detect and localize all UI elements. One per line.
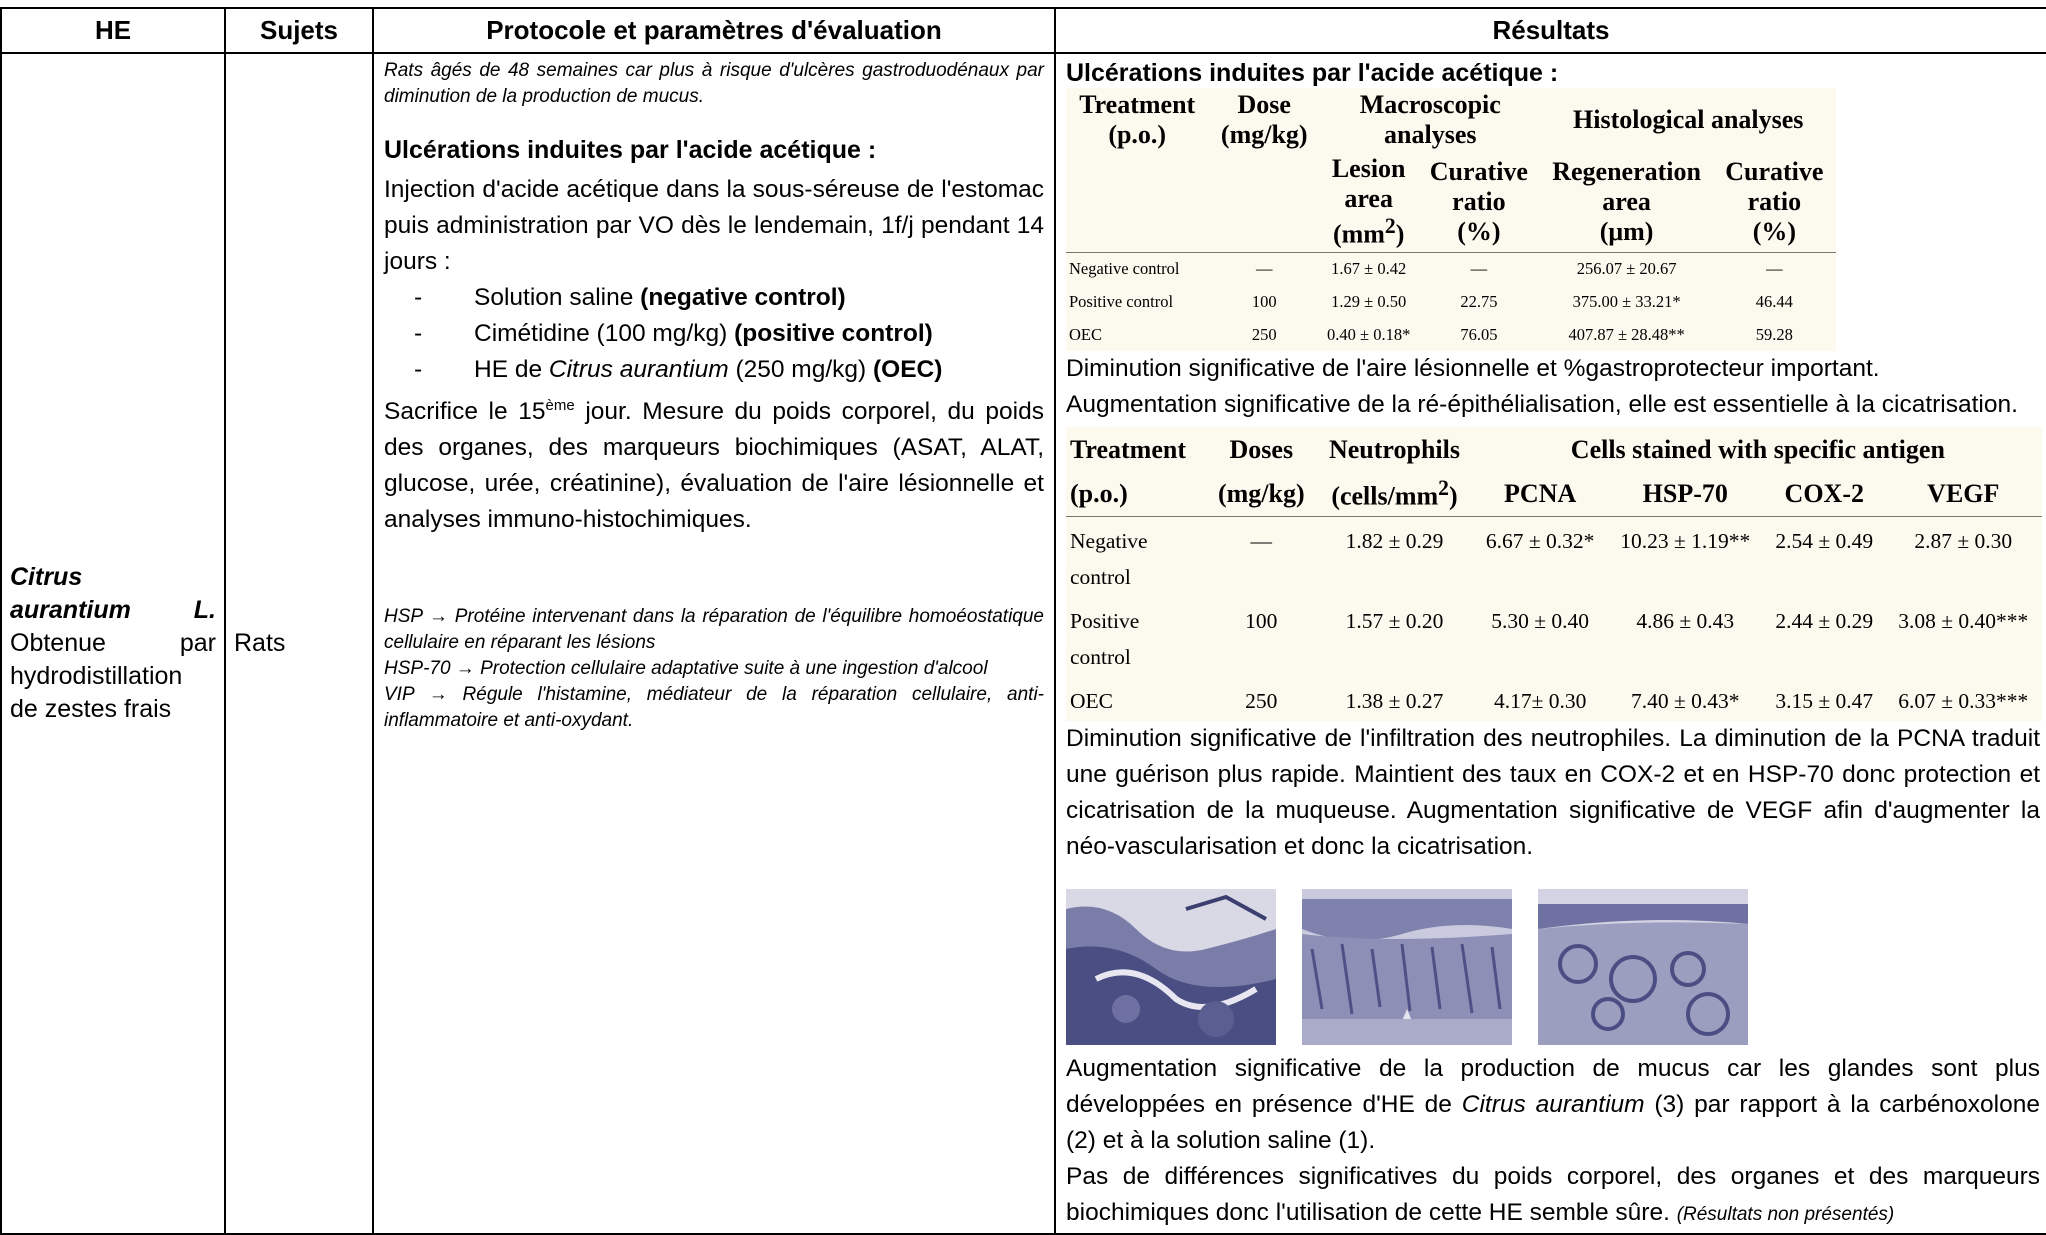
note-vip: VIP → Régule l'histamine, médiateur de l… xyxy=(384,684,1044,732)
t2-h-cells: Cells stained with specific antigen xyxy=(1570,434,1945,464)
protocole-groups: Solution saline (negative control) Cimét… xyxy=(384,280,1044,388)
he-desc-3: hydrodistillation xyxy=(10,661,183,690)
resultats-text-3: Diminution significative de l'infiltrati… xyxy=(1066,724,2040,860)
results-table: HE Sujets Protocole et paramètres d'éval… xyxy=(0,7,2046,1235)
protocole-text-1: Injection d'acide acétique dans la sous-… xyxy=(384,176,1044,275)
table-header-row: HE Sujets Protocole et paramètres d'éval… xyxy=(0,7,2046,54)
he-name-1: Citrus xyxy=(10,562,83,591)
t1-h-lesion: Lesion area (mm2) xyxy=(1320,152,1418,253)
he-name-2: aurantium L. xyxy=(10,595,216,624)
header-sujets: Sujets xyxy=(224,7,374,54)
note-hsp70: HSP-70 → Protection cellulaire adaptativ… xyxy=(384,658,988,680)
he-desc-1: Obtenue par xyxy=(10,628,216,657)
t2-h-cox: COX-2 xyxy=(1763,472,1885,517)
header-protocole: Protocole et paramètres d'évaluation xyxy=(372,7,1056,54)
t2-h-neutro2: (cells/mm2) xyxy=(1315,472,1474,517)
t2-h-treatment2: (p.o.) xyxy=(1066,472,1208,517)
protocole-cell: Rats âgés de 48 semaines car plus à risq… xyxy=(372,52,1056,1235)
t1-h-regen: Regeneration area (μm) xyxy=(1540,152,1713,253)
t1-h-treatment: Treatment (p.o.) xyxy=(1079,90,1196,149)
table-row: Citrus aurantium L. Obtenue par hydrodis… xyxy=(0,52,2046,1235)
t2-h-doses2: (mg/kg) xyxy=(1207,472,1316,517)
antigen-table: Treatment Doses Neutrophils Cells staine… xyxy=(1066,427,2042,721)
he-cell: Citrus aurantium L. Obtenue par hydrodis… xyxy=(0,52,226,1235)
header-he: HE xyxy=(0,7,226,54)
t2-h-neutro: Neutrophils xyxy=(1328,434,1460,464)
t1-h-cur2: Curative ratio (%) xyxy=(1712,152,1836,253)
resultats-text-4: Augmentation significative de la product… xyxy=(1066,1054,2040,1154)
he-desc-4: de zestes frais xyxy=(10,694,172,723)
protocole-intro: Rats âgés de 48 semaines car plus à risq… xyxy=(384,60,1044,107)
header-resultats: Résultats xyxy=(1054,7,2046,54)
t2-h-pcna: PCNA xyxy=(1473,472,1607,517)
t2-h-hsp: HSP-70 xyxy=(1606,472,1764,517)
t2-h-vegf: VEGF xyxy=(1884,472,2042,517)
resultats-text-1: Diminution significative de l'aire lésio… xyxy=(1066,355,1880,383)
table-row: OEC 250 0.40 ± 0.18* 76.05 407.87 ± 28.48** 5… xyxy=(1069,324,1793,344)
table-row: OEC 250 1.38 ± 0.27 4.17± 0.30 7.40 ± 0.43*… xyxy=(1070,688,2029,713)
t1-h-macro: Macroscopic analyses xyxy=(1359,90,1501,149)
sujets-cell: Rats xyxy=(224,52,374,1235)
table-row: Negative control —1.67 ± 0.42—256.07 ± 20… xyxy=(1069,258,1783,278)
table-row: Negative control —1.82 ± 0.29 6.67 ± 0.32*… xyxy=(1070,528,2013,589)
resultats-cell: Ulcérations induites par l'acide acétiqu… xyxy=(1054,52,2046,1235)
list-item: Solution saline (negative control) xyxy=(414,280,1044,316)
protocole-text-2: Sacrifice le 15ème jour. Mesure du poids… xyxy=(384,397,1044,534)
resultats-text-2: Augmentation significative de la ré-épit… xyxy=(1066,391,2018,419)
histology-image-2 xyxy=(1302,888,1512,1045)
document-page: HE Sujets Protocole et paramètres d'éval… xyxy=(0,0,2046,1163)
t2-h-doses: Doses xyxy=(1229,434,1294,464)
t1-h-dose: Dose (mg/kg) xyxy=(1220,90,1308,149)
macro-histo-table: Treatment (p.o.) Dose (mg/kg) Macroscopi… xyxy=(1066,88,1836,352)
list-item: HE de Citrus aurantium (250 mg/kg) (OEC) xyxy=(414,352,1044,388)
histology-images xyxy=(1066,888,2040,1045)
list-item: Cimétidine (100 mg/kg) (positive control… xyxy=(414,316,1044,352)
protocole-heading: Ulcérations induites par l'acide acétiqu… xyxy=(384,136,877,164)
t1-h-cur1: Curative ratio (%) xyxy=(1417,152,1541,253)
table-row: Positive control 100 1.57 ± 0.20 5.30 ± 0.4… xyxy=(1070,608,2029,669)
histology-image-1 xyxy=(1066,888,1276,1045)
note-hsp: HSP → Protéine intervenant dans la répar… xyxy=(384,606,1044,654)
histology-image-3 xyxy=(1538,888,1748,1045)
resultats-text-5: Pas de différences significatives du poi… xyxy=(1066,1162,2040,1226)
protocole-notes: HSP → Protéine intervenant dans la répar… xyxy=(384,604,1044,734)
table-row: Positive control 100 1.29 ± 0.50 22.75 375.0… xyxy=(1069,291,1793,311)
resultats-heading: Ulcérations induites par l'acide acétiqu… xyxy=(1066,59,1559,87)
t2-h-treatment: Treatment xyxy=(1070,434,1186,464)
t1-h-histo: Histological analyses xyxy=(1573,105,1804,134)
